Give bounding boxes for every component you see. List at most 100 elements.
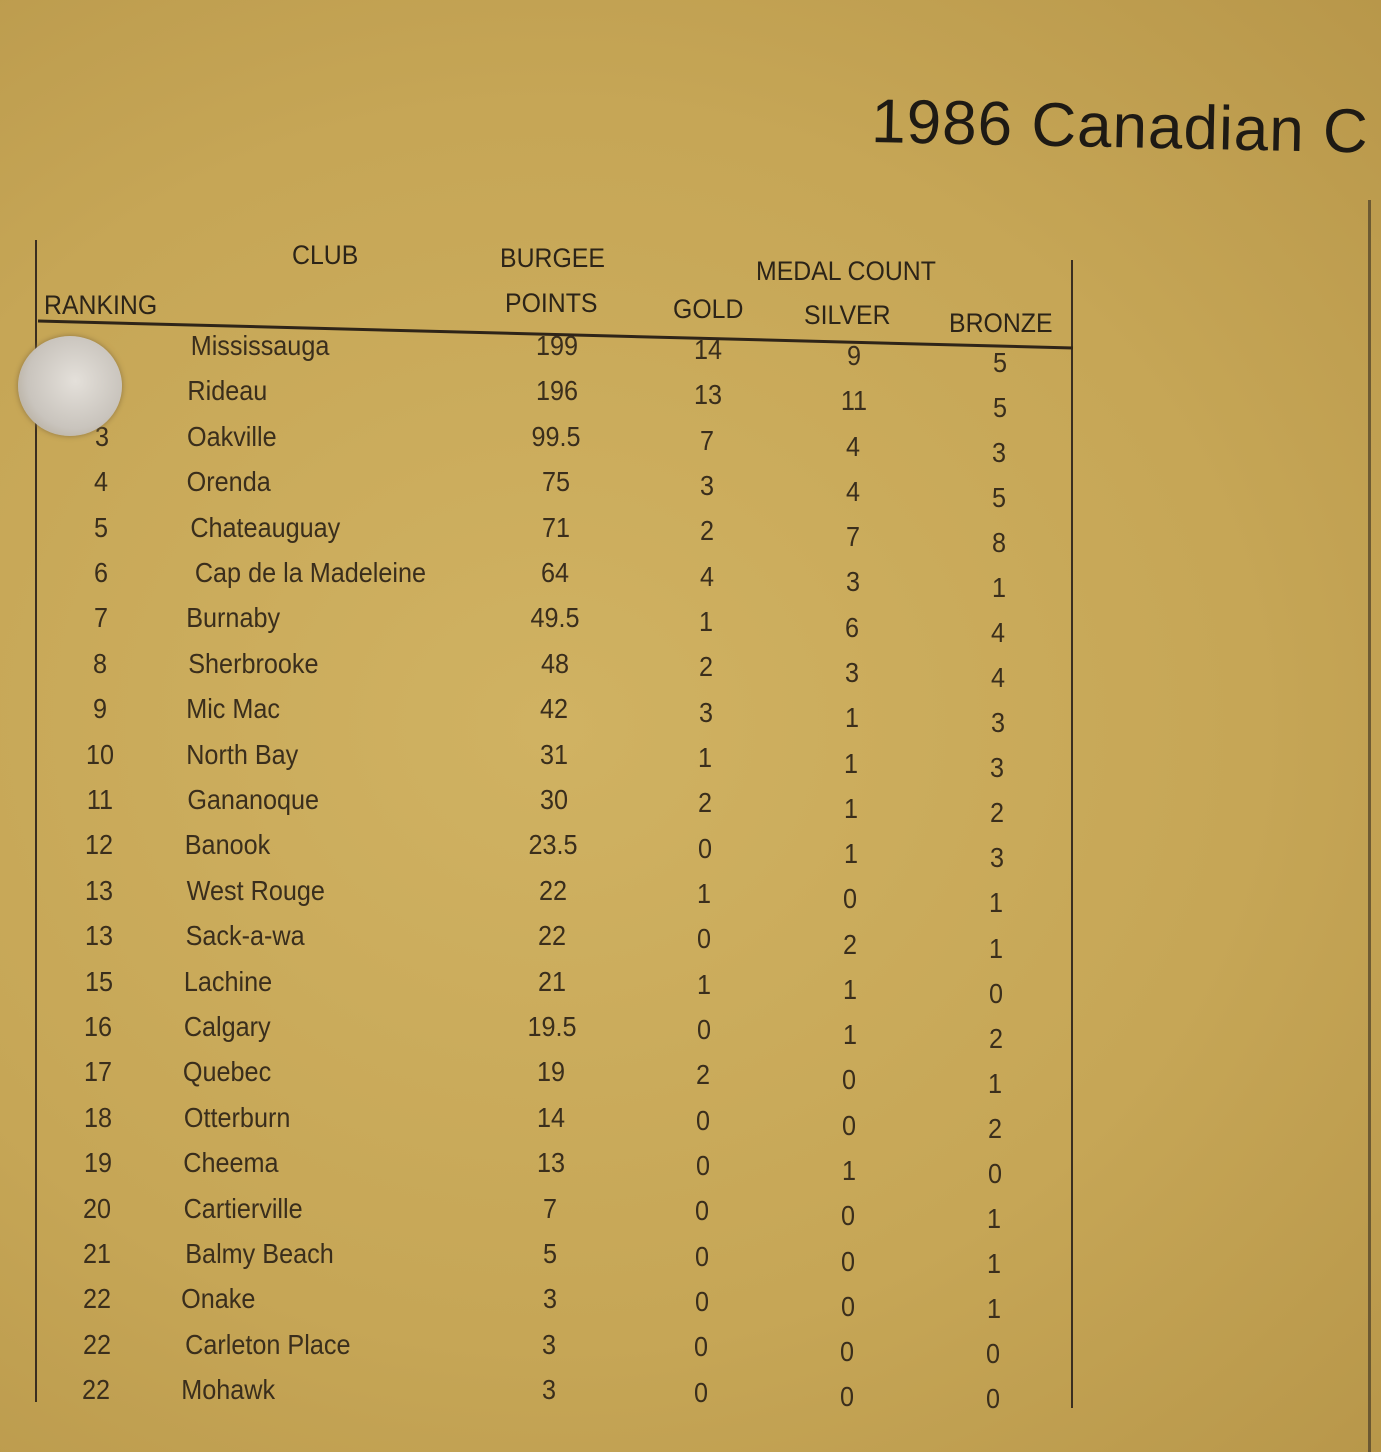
- club-cell: Otterburn: [183, 1101, 291, 1133]
- gold-cell: 0: [694, 1331, 709, 1363]
- rank-cell: 6: [93, 557, 108, 588]
- rank-cell: 13: [84, 874, 114, 906]
- header-club: CLUB: [292, 240, 359, 270]
- header-points: POINTS: [505, 288, 598, 318]
- silver-cell: 0: [843, 883, 858, 915]
- gold-cell: 0: [697, 923, 712, 955]
- club-cell: Carleton Place: [185, 1328, 351, 1360]
- bronze-cell: 1: [989, 932, 1004, 964]
- club-cell: Onake: [180, 1283, 256, 1315]
- silver-cell: 7: [845, 521, 860, 553]
- rank-cell: 10: [85, 738, 114, 770]
- gold-cell: 1: [699, 606, 714, 638]
- bronze-cell: 0: [986, 1337, 1001, 1369]
- bronze-cell: 0: [987, 1157, 1002, 1189]
- silver-cell: 1: [842, 973, 857, 1005]
- bronze-cell: 5: [992, 482, 1007, 514]
- club-cell: Mississauga: [190, 330, 330, 361]
- gold-cell: 0: [695, 1150, 710, 1182]
- bronze-cell: 1: [989, 887, 1004, 919]
- bronze-cell: 1: [991, 572, 1006, 604]
- club-cell: North Bay: [186, 738, 299, 770]
- silver-cell: 0: [842, 1064, 857, 1096]
- gold-cell: 0: [694, 1240, 710, 1272]
- bronze-cell: 4: [991, 617, 1006, 649]
- silver-cell: 0: [841, 1109, 856, 1141]
- gold-cell: 1: [698, 742, 713, 774]
- silver-cell: 1: [844, 747, 859, 779]
- gold-cell: 2: [696, 1059, 711, 1091]
- points-cell: 71: [541, 511, 570, 543]
- gold-cell: 0: [695, 1195, 710, 1227]
- silver-cell: 1: [842, 1019, 857, 1051]
- rank-cell: 7: [93, 602, 108, 634]
- silver-cell: 1: [843, 838, 858, 870]
- bronze-cell: 3: [990, 707, 1005, 739]
- club-cell: Rideau: [187, 375, 267, 407]
- header-divider: [37, 319, 1074, 350]
- rank-cell: 8: [93, 647, 108, 679]
- bronze-cell: 1: [987, 1202, 1002, 1234]
- points-cell: 42: [540, 693, 569, 725]
- header-ranking: RANKING: [44, 290, 158, 320]
- bronze-cell: 8: [991, 527, 1006, 559]
- gold-cell: 2: [699, 515, 714, 547]
- bronze-cell: 5: [992, 392, 1007, 424]
- punch-hole: [18, 336, 122, 436]
- points-cell: 99.5: [531, 420, 581, 452]
- bronze-cell: 5: [992, 347, 1008, 378]
- silver-cell: 9: [846, 340, 862, 371]
- silver-cell: 1: [843, 792, 859, 824]
- points-cell: 3: [542, 1328, 557, 1360]
- points-cell: 30: [539, 784, 568, 815]
- points-cell: 7: [543, 1192, 558, 1224]
- rank-cell: 16: [84, 1011, 113, 1042]
- gold-cell: 1: [696, 968, 711, 1000]
- bronze-cell: 0: [986, 1382, 1001, 1414]
- points-cell: 22: [538, 874, 567, 906]
- bronze-cell: 0: [988, 977, 1003, 1009]
- club-cell: Cap de la Madeleine: [194, 557, 426, 588]
- club-cell: Sack-a-wa: [185, 920, 305, 952]
- points-cell: 22: [538, 920, 567, 952]
- bronze-cell: 4: [990, 662, 1005, 694]
- club-cell: Cartierville: [183, 1192, 303, 1224]
- rank-cell: 13: [84, 920, 113, 952]
- silver-cell: 6: [845, 611, 860, 643]
- rank-cell: 15: [84, 965, 113, 997]
- gold-cell: 3: [700, 470, 715, 502]
- gold-cell: 14: [693, 334, 723, 365]
- gold-cell: 4: [699, 560, 714, 592]
- page-edge-divider: [1368, 200, 1371, 1452]
- bronze-cell: 3: [990, 752, 1005, 784]
- points-cell: 5: [542, 1238, 558, 1269]
- rank-cell: 17: [83, 1056, 113, 1088]
- gold-cell: 3: [698, 696, 713, 728]
- club-cell: West Rouge: [187, 874, 326, 906]
- points-cell: 75: [541, 466, 570, 498]
- bronze-cell: 2: [987, 1112, 1002, 1144]
- silver-cell: 11: [840, 385, 867, 417]
- rank-cell: 4: [94, 466, 109, 498]
- rank-cell: 20: [83, 1192, 112, 1224]
- gold-cell: 0: [696, 1014, 711, 1046]
- club-cell: Gananoque: [187, 784, 320, 815]
- bronze-cell: 1: [986, 1247, 1002, 1279]
- gold-cell: 0: [694, 1376, 709, 1408]
- bronze-cell: 2: [988, 1022, 1003, 1054]
- club-cell: Calgary: [183, 1011, 271, 1042]
- points-cell: 3: [541, 1374, 556, 1406]
- silver-cell: 3: [844, 656, 859, 688]
- gold-cell: 2: [698, 651, 713, 683]
- bronze-cell: 1: [988, 1067, 1003, 1099]
- silver-cell: 0: [840, 1245, 856, 1277]
- gold-cell: 7: [700, 424, 715, 456]
- club-cell: Mohawk: [181, 1374, 276, 1406]
- club-cell: Cheema: [182, 1147, 279, 1179]
- points-cell: 21: [538, 965, 567, 997]
- club-cell: Balmy Beach: [185, 1238, 334, 1269]
- points-cell: 48: [540, 647, 569, 679]
- points-cell: 23.5: [528, 829, 578, 861]
- silver-cell: 2: [843, 928, 858, 960]
- rank-cell: 18: [83, 1101, 112, 1133]
